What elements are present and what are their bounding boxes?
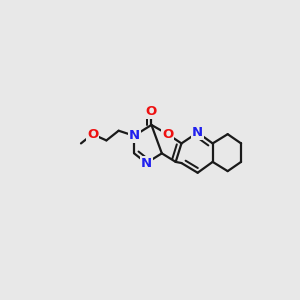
Text: N: N xyxy=(141,157,152,169)
Text: O: O xyxy=(146,105,157,118)
Text: N: N xyxy=(129,129,140,142)
Text: O: O xyxy=(162,128,173,141)
Text: O: O xyxy=(87,128,98,141)
Text: N: N xyxy=(192,126,203,139)
